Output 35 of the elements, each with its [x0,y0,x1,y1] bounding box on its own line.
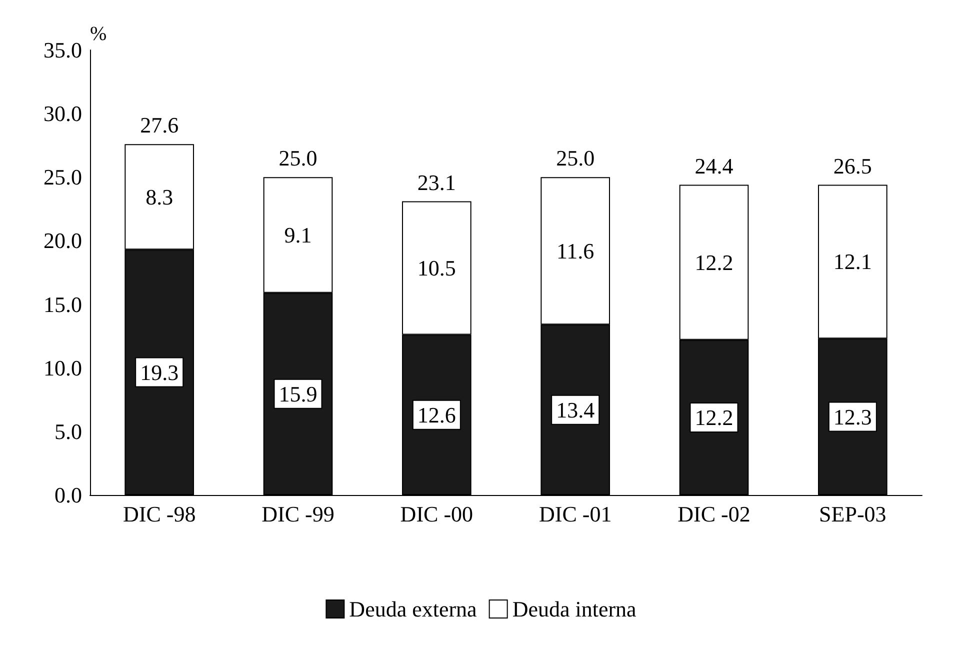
x-tick-label: DIC -00 [400,502,474,526]
x-tick-label: SEP-03 [819,502,886,526]
data-label: 19.3 [140,360,179,385]
data-label: 12.6 [417,402,456,428]
data-label: 15.9 [278,381,318,406]
annotation: 23.1 [417,170,456,195]
x-tick-label: DIC -01 [538,502,612,526]
annotation: 25.0 [278,146,318,171]
legend-label: Deuda externa [349,596,478,622]
y-axis-title: % [90,23,107,45]
y-tick-label: 30.0 [44,101,82,126]
x-tick-label: DIC -02 [678,502,750,526]
y-tick-label: 25.0 [44,164,82,190]
y-tick-label: 0.0 [54,482,82,508]
data-label: 8.3 [146,184,174,210]
y-tick-label: 35.0 [44,38,82,62]
x-tick-label: DIC -99 [262,502,334,526]
data-label: 13.4 [556,397,595,422]
data-label: 12.2 [694,250,734,275]
data-label: 10.5 [417,256,456,281]
y-tick-label: 5.0 [54,418,82,444]
annotation: 27.6 [140,112,179,138]
legend-label: Deuda interna [512,596,637,622]
y-tick-label: 20.0 [44,228,82,254]
data-label: 12.3 [833,404,872,430]
data-label: 12.1 [833,249,872,274]
data-label: 11.6 [556,238,594,264]
annotation: 24.4 [694,153,734,178]
y-tick-label: 10.0 [44,355,82,380]
annotation: 25.0 [556,146,595,171]
y-tick-label: 15.0 [44,292,82,317]
x-tick-label: DIC -98 [122,502,196,526]
data-label: 12.2 [694,404,734,430]
annotation: 26.5 [833,153,872,178]
data-label: 9.1 [284,222,312,248]
